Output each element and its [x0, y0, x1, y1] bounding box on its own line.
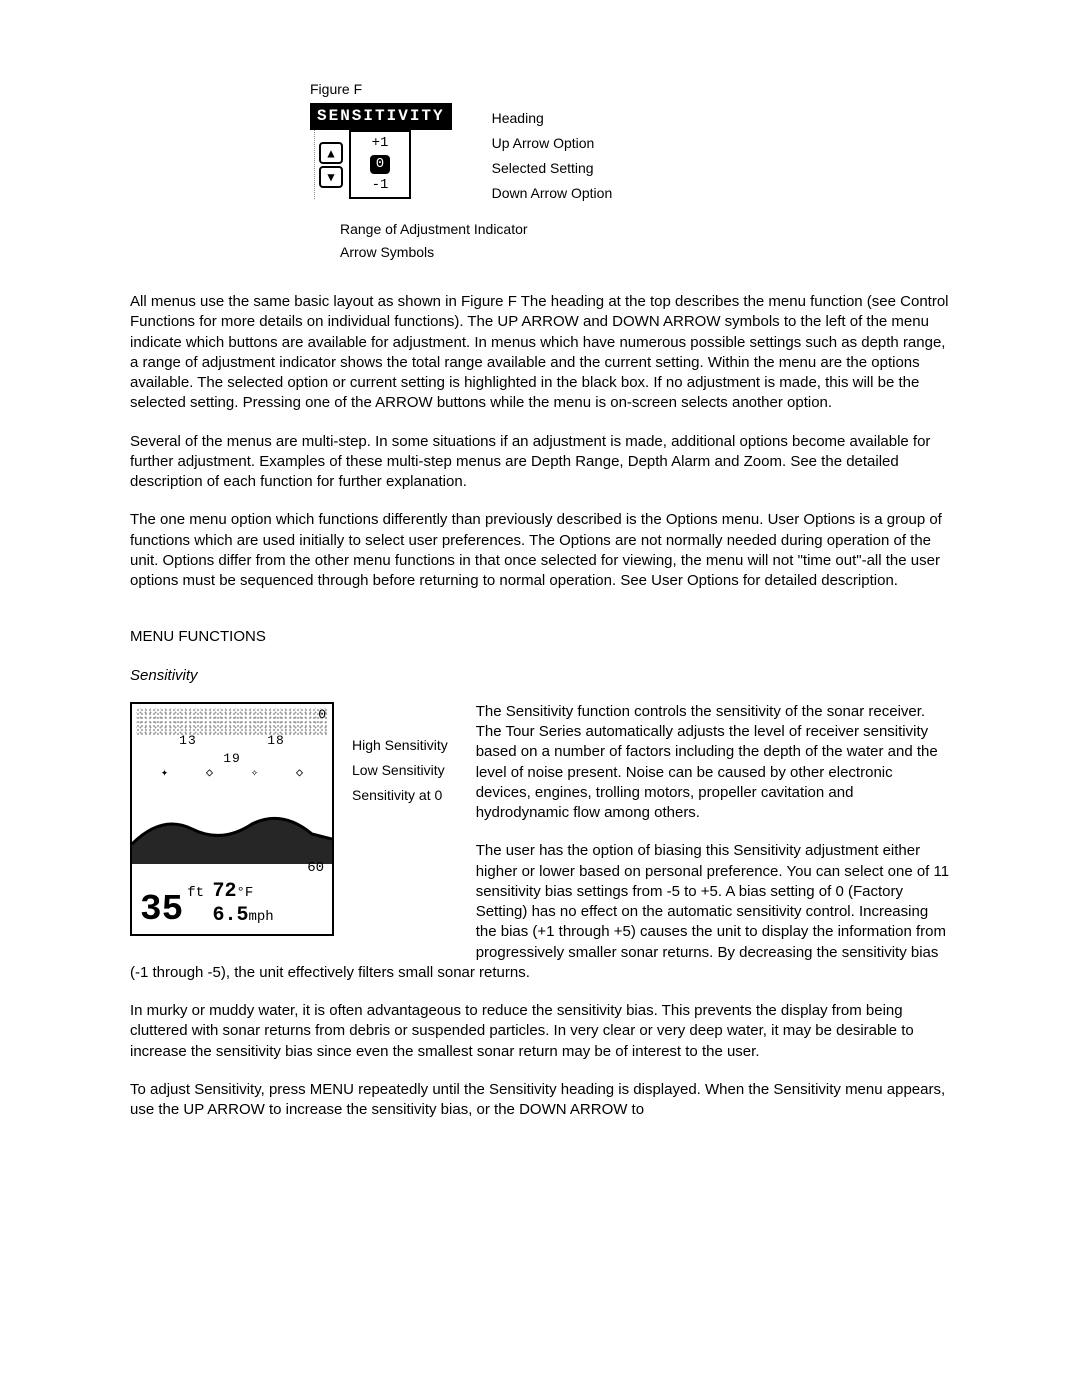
- sonar-num-13: 13: [179, 733, 197, 748]
- figure-f-options-box: +1 0 -1: [349, 130, 411, 199]
- sonar-speed-unit: mph: [248, 909, 273, 925]
- sonar-fish-markers: ✦ ◇ ✧ ◇: [142, 764, 322, 780]
- menu-functions-heading: MENU FUNCTIONS: [130, 627, 950, 647]
- sonar-screen: 0 13 18 19 ✦ ◇ ✧ ◇: [130, 702, 334, 936]
- sonar-temp-value: 72: [212, 880, 236, 903]
- figure-f-up-option: +1: [355, 134, 405, 153]
- sensitivity-p4: To adjust Sensitivity, press MENU repeat…: [130, 1080, 950, 1121]
- sensitivity-subheading: Sensitivity: [130, 666, 950, 686]
- label-high-sensitivity: High Sensitivity: [352, 736, 448, 755]
- sonar-num-18: 18: [267, 733, 285, 748]
- sonar-depth-60: 60: [307, 859, 324, 878]
- label-arrow-symbols: Arrow Symbols: [340, 243, 950, 262]
- sonar-depth-value: 35: [140, 892, 183, 928]
- figure-f-menu: SENSITIVITY ▲ ▼ +1 0 -1: [310, 103, 452, 199]
- figure-f-down-option: -1: [355, 176, 405, 195]
- sonar-temp-unit: °F: [236, 885, 253, 901]
- figure-f-caption: Figure F: [310, 80, 950, 99]
- paragraph-1: All menus use the same basic layout as s…: [130, 292, 950, 414]
- figure-f-heading-box: SENSITIVITY: [310, 103, 452, 131]
- label-down-arrow-option: Down Arrow Option: [492, 184, 613, 203]
- label-selected-setting: Selected Setting: [492, 159, 613, 178]
- label-range-indicator: Range of Adjustment Indicator: [340, 220, 950, 239]
- sonar-mid-numbers: 13 18 19: [132, 732, 332, 767]
- up-arrow-icon: ▲: [319, 142, 343, 164]
- sensitivity-p3: In murky or muddy water, it is often adv…: [130, 1001, 950, 1062]
- sonar-ft-unit: ft: [187, 885, 204, 901]
- figure-f-bottom-labels: Range of Adjustment Indicator Arrow Symb…: [340, 220, 950, 262]
- fish-icon: ◇: [206, 764, 213, 780]
- fish-icon: ◇: [296, 764, 303, 780]
- sonar-bottom-contour: [132, 804, 332, 864]
- figure-f: SENSITIVITY ▲ ▼ +1 0 -1 Heading Up Arrow…: [310, 103, 950, 262]
- down-arrow-icon: ▼: [319, 166, 343, 188]
- paragraph-3: The one menu option which functions diff…: [130, 510, 950, 591]
- paragraph-2: Several of the menus are multi-step. In …: [130, 432, 950, 493]
- figure-f-callout-labels: Heading Up Arrow Option Selected Setting…: [492, 103, 613, 209]
- sonar-callout-labels: High Sensitivity Low Sensitivity Sensiti…: [352, 730, 448, 811]
- sonar-readout: 35 ft 72°F 6.5mph: [140, 880, 274, 928]
- label-heading: Heading: [492, 109, 613, 128]
- figure-f-arrow-symbols: ▲ ▼: [319, 141, 343, 189]
- sonar-figure: 0 13 18 19 ✦ ◇ ✧ ◇: [130, 702, 448, 936]
- sonar-speed-value: 6.5: [212, 904, 248, 927]
- figure-f-selected-option: 0: [370, 155, 390, 174]
- sonar-depth-0: 0: [318, 706, 326, 724]
- label-sensitivity-zero: Sensitivity at 0: [352, 786, 448, 805]
- fish-icon: ✧: [251, 764, 258, 780]
- label-up-arrow-option: Up Arrow Option: [492, 134, 613, 153]
- fish-icon: ✦: [161, 764, 168, 780]
- page: Figure F SENSITIVITY ▲ ▼ +1 0 -1: [0, 0, 1080, 1397]
- label-low-sensitivity: Low Sensitivity: [352, 761, 448, 780]
